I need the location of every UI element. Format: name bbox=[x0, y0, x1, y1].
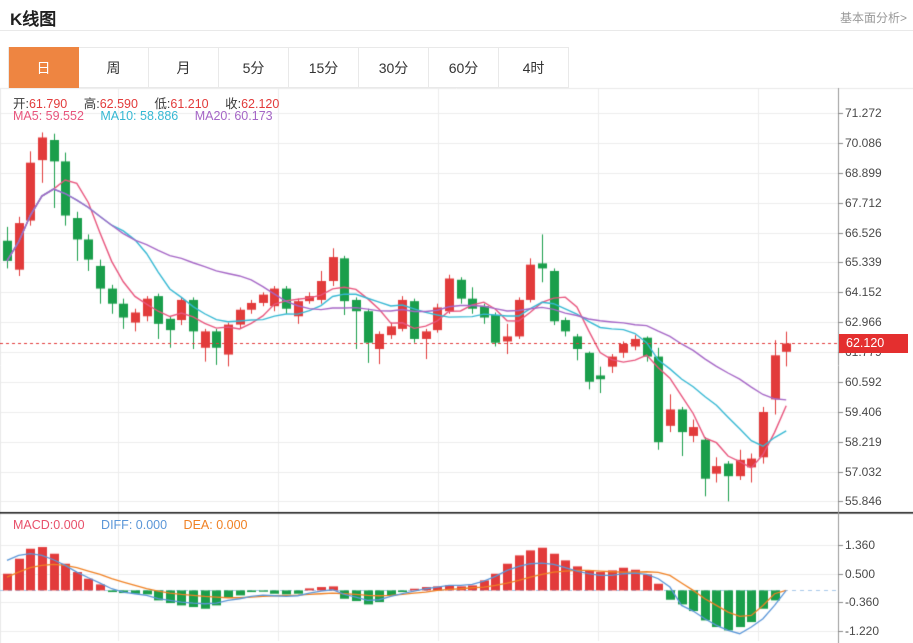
tab-4hour[interactable]: 4时 bbox=[499, 47, 569, 88]
y-axis-label: -0.360 bbox=[845, 595, 880, 610]
current-price-badge: 62.120 bbox=[839, 334, 908, 353]
low-value: 61.210 bbox=[170, 97, 209, 111]
y-axis-label: 70.086 bbox=[845, 135, 882, 150]
ma-legend: MA5: 59.552 MA10: 58.886 MA20: 60.173 bbox=[13, 109, 286, 123]
diff-value: 0.000 bbox=[135, 518, 168, 532]
y-axis-label: 58.219 bbox=[845, 434, 882, 449]
tab-15min[interactable]: 15分 bbox=[289, 47, 359, 88]
dea-label: DEA: bbox=[183, 518, 213, 532]
open-label: 开: bbox=[13, 97, 29, 111]
high-label: 高: bbox=[83, 97, 100, 111]
page-title: K线图 bbox=[10, 10, 57, 29]
y-axis-label: 55.846 bbox=[845, 494, 882, 509]
y-axis-label: 1.360 bbox=[845, 538, 876, 553]
ma20-label: MA20: bbox=[194, 109, 231, 123]
y-axis-label: 71.272 bbox=[845, 106, 882, 120]
interval-tabs: 日 周 月 5分 15分 30分 60分 4时 bbox=[8, 47, 569, 88]
ma10-value: 58.886 bbox=[140, 109, 179, 123]
ma5-label: MA5: bbox=[13, 109, 43, 123]
y-axis-label: 64.152 bbox=[845, 285, 882, 300]
tab-60min[interactable]: 60分 bbox=[429, 47, 499, 88]
y-axis-label: 68.899 bbox=[845, 165, 882, 180]
open-value: 61.790 bbox=[28, 97, 68, 111]
macd-legend: MACD:0.000 DIFF: 0.000 DEA: 0.000 bbox=[13, 518, 261, 532]
y-axis-label: 62.966 bbox=[845, 315, 882, 330]
tab-5min[interactable]: 5分 bbox=[219, 47, 289, 88]
tab-30min[interactable]: 30分 bbox=[359, 47, 429, 88]
y-axis-label: 60.592 bbox=[845, 374, 882, 389]
high-value: 62.590 bbox=[99, 97, 138, 111]
low-label: 低: bbox=[154, 97, 171, 111]
ma20-value: 60.173 bbox=[234, 109, 273, 123]
diff-label: DIFF: bbox=[101, 518, 133, 532]
tab-month[interactable]: 月 bbox=[149, 47, 219, 88]
y-axis-label: 0.500 bbox=[845, 566, 876, 581]
tab-day[interactable]: 日 bbox=[9, 47, 79, 88]
ohlc-legend: 开:61.790 高:62.590 低:61.210 收:62.120 bbox=[13, 93, 292, 112]
y-axis-label: -1.220 bbox=[845, 624, 880, 639]
dea-value: 0.000 bbox=[216, 518, 248, 532]
tab-week[interactable]: 周 bbox=[79, 47, 149, 88]
y-axis-label: 57.032 bbox=[845, 464, 882, 479]
ma10-label: MA10: bbox=[100, 109, 137, 123]
ma5-value: 59.552 bbox=[45, 109, 84, 123]
close-value: 62.120 bbox=[241, 97, 280, 111]
y-axis-label: 65.339 bbox=[845, 255, 882, 270]
y-axis-label: 59.406 bbox=[845, 404, 882, 419]
macd-value: 0.000 bbox=[53, 518, 85, 532]
close-label: 收: bbox=[225, 97, 242, 111]
page-header: K线图 基本面分析> bbox=[0, 0, 913, 31]
y-axis-label: 67.712 bbox=[845, 195, 882, 210]
fundamental-analysis-link[interactable]: 基本面分析> bbox=[839, 11, 907, 25]
macd-label: MACD: bbox=[13, 518, 54, 532]
y-axis-label: 66.526 bbox=[845, 225, 882, 240]
